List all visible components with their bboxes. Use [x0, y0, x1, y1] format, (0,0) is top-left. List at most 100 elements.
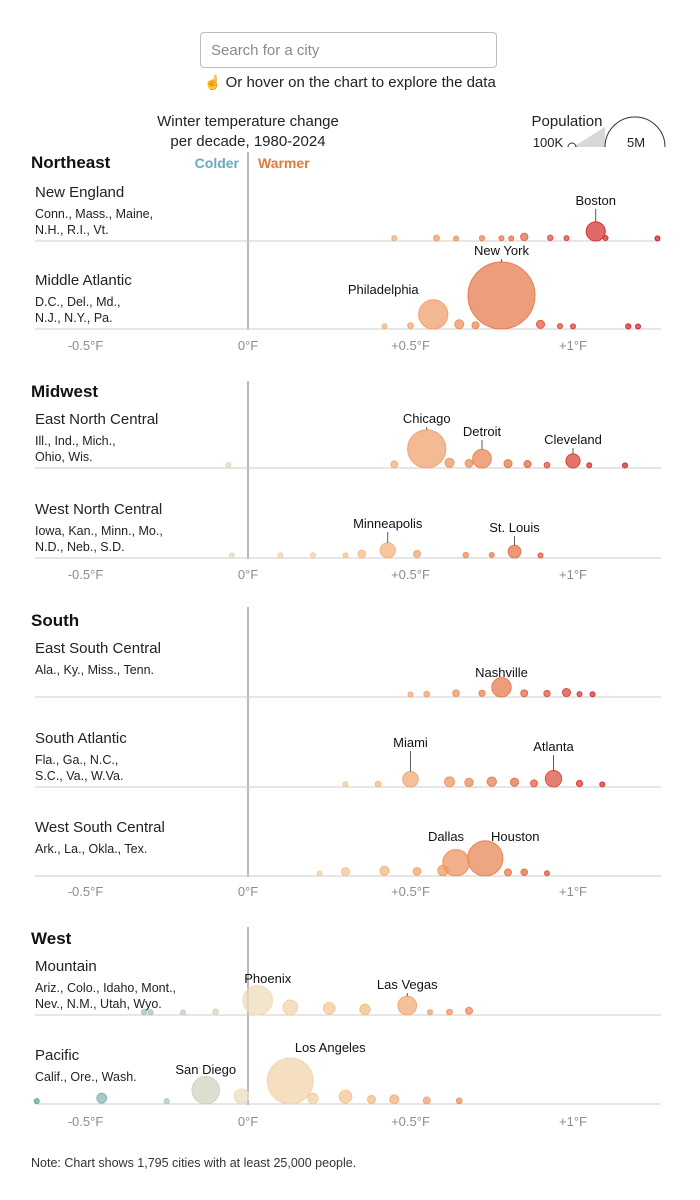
city-bubble[interactable]	[503, 459, 513, 469]
city-bubble-st-louis[interactable]	[507, 544, 522, 559]
city-bubble[interactable]	[391, 235, 398, 242]
city-bubble[interactable]	[523, 460, 532, 469]
city-bubble[interactable]	[543, 461, 551, 469]
city-bubble[interactable]	[576, 691, 583, 698]
city-bubble[interactable]	[357, 549, 367, 559]
city-bubble-detroit[interactable]	[472, 448, 492, 469]
city-bubble[interactable]	[557, 323, 563, 330]
city-bubble[interactable]	[180, 1009, 186, 1016]
city-bubble-phoenix[interactable]	[242, 985, 273, 1016]
city-bubble[interactable]	[488, 552, 495, 559]
city-bubble-san-diego[interactable]	[191, 1075, 221, 1105]
city-bubble[interactable]	[544, 870, 550, 877]
city-bubble[interactable]	[96, 1092, 108, 1104]
city-bubble[interactable]	[464, 777, 474, 788]
city-bubble[interactable]	[498, 235, 505, 242]
city-bubble[interactable]	[359, 1003, 371, 1016]
city-bubble[interactable]	[599, 781, 606, 788]
city-bubble[interactable]	[141, 1009, 147, 1016]
city-bubble[interactable]	[282, 999, 299, 1016]
city-bubble[interactable]	[465, 1006, 473, 1015]
city-bubble[interactable]	[520, 232, 529, 242]
city-bubble[interactable]	[635, 323, 641, 330]
city-bubble[interactable]	[452, 689, 460, 697]
city-bubble-atlanta[interactable]	[544, 770, 563, 788]
city-bubble[interactable]	[277, 552, 284, 559]
city-bubble[interactable]	[478, 235, 486, 242]
city-bubble[interactable]	[486, 776, 497, 787]
city-bubble[interactable]	[464, 459, 474, 468]
city-bubble[interactable]	[537, 552, 544, 559]
city-bubble-chicago[interactable]	[407, 429, 447, 469]
city-bubble[interactable]	[413, 549, 421, 558]
city-bubble[interactable]	[307, 1092, 319, 1105]
city-bubble[interactable]	[437, 864, 449, 877]
city-bubble[interactable]	[342, 552, 349, 559]
city-bubble[interactable]	[446, 1008, 453, 1016]
city-bubble[interactable]	[586, 462, 593, 469]
city-bubble[interactable]	[563, 235, 570, 242]
city-bubble-dallas[interactable]	[442, 848, 470, 877]
city-bubble-philadelphia[interactable]	[418, 299, 449, 330]
city-bubble-boston[interactable]	[585, 221, 606, 242]
city-bubble[interactable]	[433, 234, 440, 242]
city-bubble[interactable]	[340, 867, 351, 877]
city-bubble[interactable]	[508, 235, 515, 242]
city-bubble[interactable]	[520, 689, 529, 698]
city-bubble[interactable]	[535, 319, 546, 329]
city-bubble[interactable]	[389, 1094, 400, 1105]
city-bubble[interactable]	[374, 780, 382, 788]
city-bubble[interactable]	[423, 690, 431, 698]
city-bubble[interactable]	[575, 779, 584, 788]
city-bubble[interactable]	[625, 323, 632, 330]
city-bubble[interactable]	[390, 460, 399, 469]
city-bubble[interactable]	[407, 322, 414, 329]
city-bubble[interactable]	[622, 462, 628, 469]
city-bubble-cleveland[interactable]	[565, 453, 581, 469]
city-bubble[interactable]	[543, 689, 551, 698]
city-bubble[interactable]	[322, 1001, 336, 1015]
city-bubble[interactable]	[602, 235, 609, 242]
city-bubble[interactable]	[225, 462, 232, 469]
city-bubble[interactable]	[228, 552, 235, 559]
city-bubble[interactable]	[147, 1009, 154, 1016]
city-bubble[interactable]	[444, 776, 455, 788]
city-bubble[interactable]	[561, 688, 572, 698]
city-bubble[interactable]	[589, 691, 596, 698]
city-bubble[interactable]	[453, 235, 459, 242]
city-bubble[interactable]	[233, 1088, 250, 1105]
city-bubble[interactable]	[455, 1097, 463, 1105]
city-bubble-nashville[interactable]	[491, 677, 512, 698]
city-bubble[interactable]	[547, 234, 554, 242]
city-bubble[interactable]	[342, 781, 349, 788]
city-bubble[interactable]	[471, 321, 480, 330]
city-bubble[interactable]	[509, 777, 520, 787]
city-bubble[interactable]	[530, 779, 538, 788]
city-bubble[interactable]	[338, 1089, 353, 1104]
city-bubble[interactable]	[504, 868, 512, 877]
city-bubble[interactable]	[407, 691, 414, 698]
city-bubble[interactable]	[570, 323, 576, 330]
city-bubble[interactable]	[366, 1094, 377, 1104]
city-bubble[interactable]	[478, 689, 486, 697]
city-bubble[interactable]	[520, 868, 529, 877]
city-bubble[interactable]	[462, 551, 469, 559]
city-bubble[interactable]	[422, 1096, 431, 1105]
city-bubble[interactable]	[316, 870, 323, 877]
city-bubble[interactable]	[379, 865, 390, 876]
city-bubble[interactable]	[310, 552, 316, 559]
city-bubble-minneapolis[interactable]	[379, 542, 396, 559]
city-bubble-miami[interactable]	[402, 770, 419, 788]
city-bubble[interactable]	[412, 867, 422, 876]
city-bubble-houston[interactable]	[467, 840, 504, 877]
search-input[interactable]	[200, 32, 497, 68]
city-bubble[interactable]	[444, 457, 455, 468]
city-bubble[interactable]	[381, 323, 388, 330]
city-bubble-las-vegas[interactable]	[397, 995, 418, 1016]
city-bubble[interactable]	[427, 1009, 433, 1016]
city-bubble[interactable]	[163, 1098, 170, 1105]
city-bubble[interactable]	[212, 1008, 219, 1016]
city-bubble[interactable]	[33, 1098, 40, 1105]
city-bubble-new-york[interactable]	[467, 261, 536, 330]
city-bubble-los-angeles[interactable]	[266, 1057, 314, 1105]
